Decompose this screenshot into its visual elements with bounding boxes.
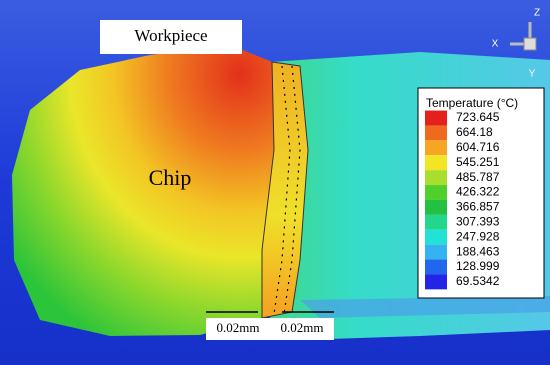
legend-value: 485.787 [456, 170, 500, 184]
legend-swatch [425, 244, 447, 260]
workpiece-edge [300, 296, 550, 318]
legend-swatch [425, 170, 447, 186]
triad-label: Y [529, 69, 536, 80]
legend-value: 188.463 [456, 244, 500, 258]
legend-value: 247.928 [456, 229, 500, 243]
mesh-line [273, 65, 291, 315]
legend-swatch [425, 140, 447, 156]
legend: Temperature (°C) 723.645664.18604.716545… [417, 87, 545, 299]
mesh-line [283, 65, 301, 315]
legend-value: 307.393 [456, 214, 500, 228]
legend-value: 69.5342 [456, 274, 500, 288]
triad-label: X [492, 39, 499, 50]
legend-value: 545.251 [456, 155, 500, 169]
label-box [100, 20, 242, 54]
dimension-label: 0.02mm [217, 320, 260, 335]
legend-swatch [425, 125, 447, 141]
legend-swatch [425, 274, 447, 290]
legend-swatch [425, 214, 447, 230]
dimension-box [206, 318, 334, 340]
chip [12, 45, 280, 336]
legend-title: Temperature (°C) [426, 96, 518, 110]
legend-swatch [425, 155, 447, 171]
legend-swatch [425, 229, 447, 245]
legend-swatch [425, 199, 447, 215]
legend-value: 366.857 [456, 200, 500, 214]
workpiece-label: Workpiece [134, 26, 207, 45]
legend-swatch [425, 110, 447, 126]
legend-value: 723.645 [456, 110, 500, 124]
legend-value: 664.18 [456, 125, 493, 139]
chip-label: Chip [149, 165, 192, 190]
axis-triad: X Y Z [492, 8, 540, 80]
triad-box [523, 37, 537, 51]
legend-swatch [425, 259, 447, 275]
legend-swatch [425, 185, 447, 200]
legend-value: 426.322 [456, 185, 500, 199]
legend-value: 604.716 [456, 140, 500, 154]
triad-label: Z [534, 8, 540, 19]
dimension-label: 0.02mm [281, 320, 324, 335]
legend-value: 128.999 [456, 259, 500, 273]
